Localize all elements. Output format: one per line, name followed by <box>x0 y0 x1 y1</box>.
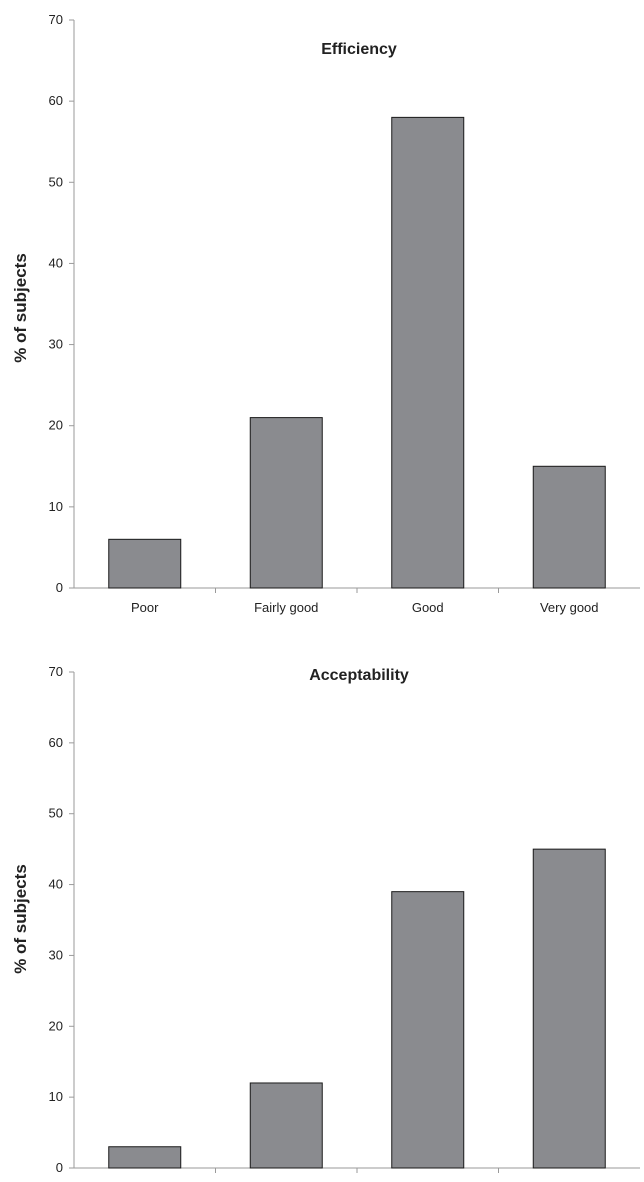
x-tick-label: Poor <box>131 600 159 615</box>
bar-poor <box>108 538 182 589</box>
x-tick-label: Good <box>412 600 444 615</box>
y-tick-label: 0 <box>56 580 63 595</box>
y-tick-label: 30 <box>49 337 63 352</box>
x-tick-label: Fairly good <box>254 1180 318 1182</box>
y-tick-label: 50 <box>49 174 63 189</box>
x-tick-label: Good <box>412 1180 444 1182</box>
y-tick-label: 10 <box>49 499 63 514</box>
bar-very-good <box>532 848 606 1169</box>
y-tick-label: 20 <box>49 418 63 433</box>
x-ticks: Poor Fairly good Good Very good <box>131 1168 599 1182</box>
x-tick-label: Poor <box>131 1180 159 1182</box>
efficiency-chart: Efficiency % of subjects 0 10 20 30 40 50 60 70… <box>11 12 640 615</box>
y-ticks: 0 10 20 30 40 50 60 70 <box>49 664 74 1175</box>
y-tick-label: 70 <box>49 12 63 27</box>
y-tick-label: 30 <box>49 947 63 962</box>
bar-poor <box>108 1146 182 1169</box>
y-axis-label: % of subjects <box>11 253 30 363</box>
y-tick-label: 70 <box>49 664 63 679</box>
bar-fairly-good <box>249 1082 323 1169</box>
x-tick-label: Very good <box>540 1180 599 1182</box>
y-tick-label: 50 <box>49 806 63 821</box>
y-tick-label: 60 <box>49 735 63 750</box>
bars <box>108 848 606 1169</box>
acceptability-chart: Acceptability % of subjects 0 10 20 30 40 50 6… <box>11 664 640 1182</box>
bar-good <box>391 116 465 589</box>
y-axis-label: % of subjects <box>11 864 30 974</box>
bar-fairly-good <box>249 417 323 589</box>
chart-title: Acceptability <box>309 667 409 684</box>
chart-title: Efficiency <box>321 41 397 58</box>
y-tick-label: 40 <box>49 255 63 270</box>
y-tick-label: 0 <box>56 1160 63 1175</box>
y-tick-label: 40 <box>49 877 63 892</box>
bar-good <box>391 891 465 1169</box>
x-tick-label: Very good <box>540 600 599 615</box>
y-tick-label: 20 <box>49 1018 63 1033</box>
y-tick-label: 10 <box>49 1089 63 1104</box>
x-ticks: Poor Fairly good Good Very good <box>131 588 599 615</box>
y-tick-label: 60 <box>49 93 63 108</box>
bar-very-good <box>532 465 606 589</box>
bars <box>108 116 606 589</box>
x-tick-label: Fairly good <box>254 600 318 615</box>
y-ticks: 0 10 20 30 40 50 60 70 <box>49 12 74 595</box>
